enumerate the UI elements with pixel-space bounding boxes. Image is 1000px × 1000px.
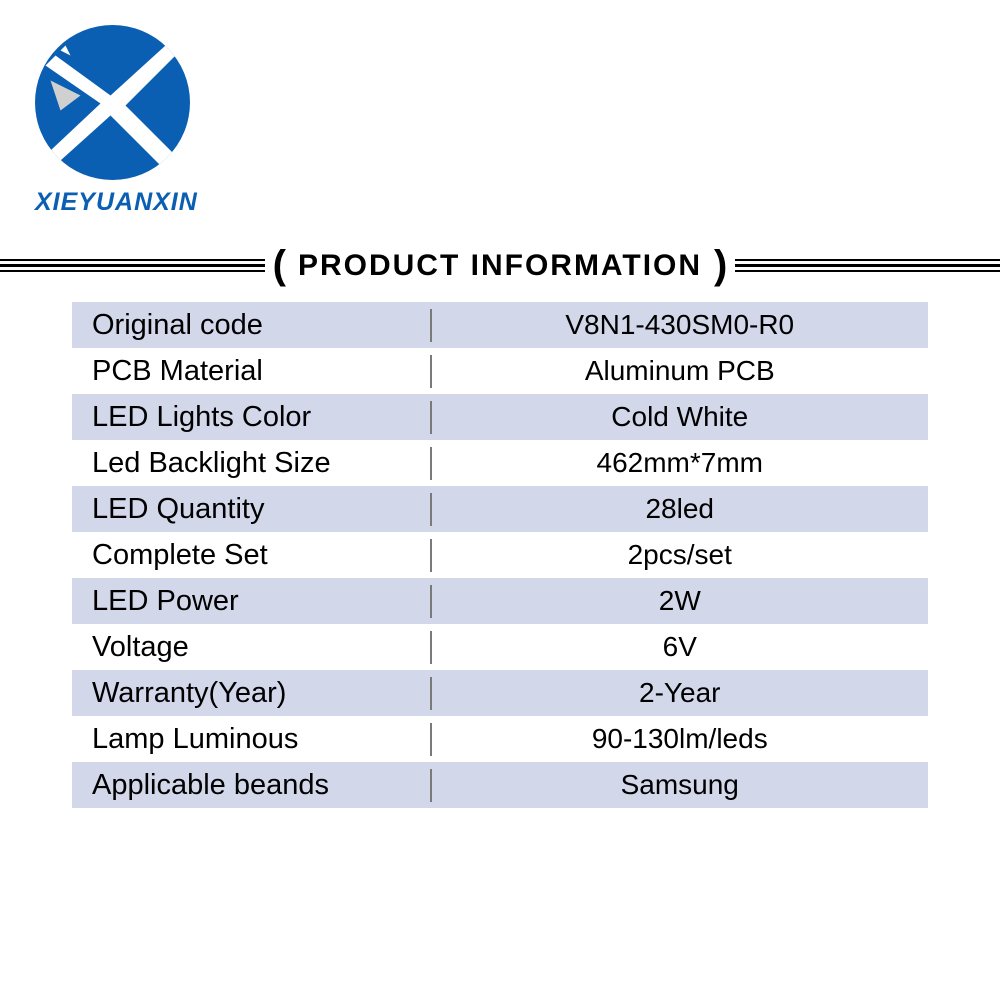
table-row: LED Power 2W [72, 578, 928, 624]
spec-label: LED Quantity [72, 493, 432, 526]
table-row: PCB Material Aluminum PCB [72, 348, 928, 394]
spec-value: 6V [432, 631, 928, 663]
header-line-left [0, 264, 265, 267]
spec-table: Original code V8N1-430SM0-R0 PCB Materia… [72, 302, 928, 808]
header-title: PRODUCT INFORMATION [286, 249, 714, 283]
spec-label: Led Backlight Size [72, 447, 432, 480]
spec-value: 462mm*7mm [432, 447, 928, 479]
table-row: Complete Set 2pcs/set [72, 532, 928, 578]
logo-circle [35, 25, 190, 180]
section-header: ( PRODUCT INFORMATION ) [0, 243, 1000, 288]
brand-name: XIEYUANXIN [35, 188, 198, 217]
table-row: Applicable beands Samsung [72, 762, 928, 808]
header-bracket-left-icon: ( [273, 243, 286, 288]
header-line-right [735, 264, 1000, 267]
spec-label: Original code [72, 309, 432, 342]
header-bracket-right-icon: ) [714, 243, 727, 288]
spec-value: 28led [432, 493, 928, 525]
spec-value: 2pcs/set [432, 539, 928, 571]
table-row: Lamp Luminous 90-130lm/leds [72, 716, 928, 762]
spec-value: V8N1-430SM0-R0 [432, 309, 928, 341]
spec-label: LED Power [72, 585, 432, 618]
table-row: LED Lights Color Cold White [72, 394, 928, 440]
table-row: Voltage 6V [72, 624, 928, 670]
spec-label: Complete Set [72, 539, 432, 572]
spec-label: Warranty(Year) [72, 677, 432, 710]
spec-value: Cold White [432, 401, 928, 433]
spec-value: 2W [432, 585, 928, 617]
spec-value: Aluminum PCB [432, 355, 928, 387]
table-row: Original code V8N1-430SM0-R0 [72, 302, 928, 348]
spec-label: LED Lights Color [72, 401, 432, 434]
table-row: Led Backlight Size 462mm*7mm [72, 440, 928, 486]
spec-value: 2-Year [432, 677, 928, 709]
spec-label: PCB Material [72, 355, 432, 388]
spec-value: Samsung [432, 769, 928, 801]
spec-value: 90-130lm/leds [432, 723, 928, 755]
spec-label: Lamp Luminous [72, 723, 432, 756]
spec-label: Applicable beands [72, 769, 432, 802]
logo-x-icon [35, 25, 190, 180]
logo-container: XIEYUANXIN [35, 25, 198, 217]
table-row: LED Quantity 28led [72, 486, 928, 532]
spec-label: Voltage [72, 631, 432, 664]
table-row: Warranty(Year) 2-Year [72, 670, 928, 716]
